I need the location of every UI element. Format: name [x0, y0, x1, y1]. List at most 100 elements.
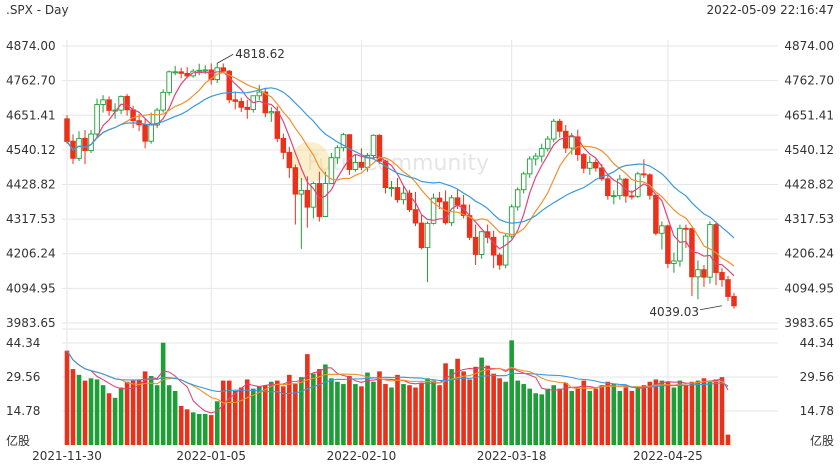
volume-bar [341, 384, 346, 445]
candle-body [376, 134, 383, 162]
price-tick-label-left: 4651.41 [6, 108, 56, 122]
volume-bar [623, 387, 629, 445]
candle-body [310, 183, 317, 208]
volume-bar [269, 381, 274, 445]
volume-bar [166, 385, 172, 445]
volume-bar [473, 366, 478, 445]
candle-body [148, 124, 154, 142]
price-tick-label-right: 4317.53 [784, 212, 834, 226]
volume-bar [335, 381, 340, 445]
volume-bar [293, 384, 298, 445]
price-ma5-line [66, 71, 735, 277]
candle-body [460, 204, 467, 217]
candle-body [370, 134, 377, 156]
candle-body [508, 206, 515, 237]
candle-body [256, 91, 263, 97]
candle-body [532, 155, 539, 160]
volume-bar [713, 379, 719, 445]
price-tick-label-right: 4762.70 [784, 74, 834, 88]
candle-body [418, 222, 425, 249]
volume-bar [413, 387, 418, 445]
volume-bar [701, 378, 707, 445]
volume-bar [527, 388, 532, 445]
volume-bar [148, 375, 154, 445]
price-tick-label-right: 4094.95 [784, 281, 834, 295]
volume-bar [575, 387, 581, 445]
candle-body [322, 183, 329, 217]
candle-body [202, 69, 208, 72]
candle-body [328, 157, 335, 184]
volume-bar [184, 409, 190, 445]
candle-body [346, 134, 353, 170]
moving-average-lines [66, 71, 735, 277]
candle-body [641, 173, 647, 176]
volume-bar [311, 373, 316, 445]
volume-bar [569, 390, 575, 445]
candle-body [304, 189, 311, 208]
volume-bar [238, 387, 244, 445]
volume-bar [124, 381, 130, 445]
volume-bar [130, 380, 136, 445]
volume-bar [244, 379, 250, 445]
price-tick-label-left: 4762.70 [6, 74, 56, 88]
volume-bars [64, 340, 731, 445]
volume-bar [545, 388, 551, 445]
candle-body [286, 151, 293, 169]
candle-body [731, 295, 737, 307]
candle-body [442, 201, 449, 224]
candle-body [172, 71, 178, 74]
candle-body [635, 173, 641, 197]
candle-body [82, 137, 88, 151]
volume-bar [160, 342, 166, 445]
candle-body [562, 130, 569, 149]
candle-body [238, 100, 245, 108]
volume-bar [467, 379, 472, 445]
volume-bar [425, 378, 430, 445]
candle-body [611, 195, 617, 198]
volume-bar [461, 371, 466, 445]
low-annotation-label: 4039.03 [649, 305, 699, 319]
volume-bar [383, 384, 388, 445]
volume-bar [377, 371, 382, 445]
volume-tick-label-right: 29.56 [800, 370, 834, 384]
candle-body [94, 104, 100, 135]
volume-bar [208, 415, 214, 445]
candle-body [550, 120, 557, 140]
volume-bar [281, 386, 286, 445]
volume-moving-average-lines [66, 350, 729, 414]
candle-body [352, 161, 359, 170]
price-ma20-line [66, 87, 735, 239]
volume-bar [142, 371, 148, 445]
candle-body [448, 197, 455, 224]
volume-bar [485, 365, 490, 445]
candle-body [478, 231, 485, 255]
volume-bar [659, 380, 665, 445]
volume-bar [497, 378, 502, 445]
volume-bar [449, 369, 454, 445]
volume-bar [599, 385, 605, 445]
candle-body [665, 225, 671, 264]
price-tick-label-left: 4317.53 [6, 212, 56, 226]
date-tick-label: 2022-02-10 [327, 449, 397, 463]
volume-bar [317, 369, 322, 445]
volume-bar [64, 350, 70, 445]
volume-bar [557, 388, 563, 445]
volume-bar [353, 384, 358, 445]
candle-body [713, 224, 719, 273]
candle-body [454, 197, 461, 206]
volume-bar [617, 390, 623, 445]
volume-bar [88, 378, 94, 445]
chart-datetime: 2022-05-09 22:16:47 [707, 3, 834, 17]
price-tick-label-right: 4874.00 [784, 39, 834, 53]
candle-body [659, 225, 665, 234]
date-tick-label: 2022-01-05 [176, 449, 246, 463]
price-tick-label-right: 4651.41 [784, 108, 834, 122]
volume-bar [431, 380, 436, 445]
volume-bar [641, 385, 647, 445]
candle-body [64, 118, 70, 142]
volume-bar [563, 382, 569, 445]
volume-bar [365, 372, 370, 445]
candle-body [502, 235, 509, 266]
candle-body [406, 192, 413, 211]
volume-bar [232, 390, 238, 445]
